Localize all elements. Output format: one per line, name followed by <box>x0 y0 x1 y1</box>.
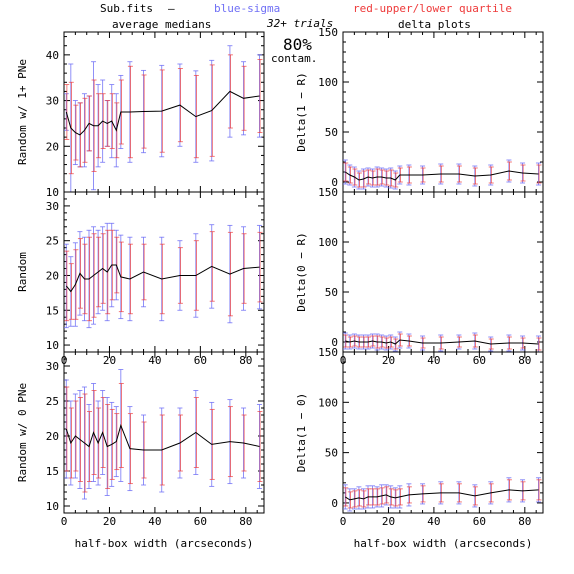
x-tick-label: 60 <box>194 354 207 367</box>
y-tick-label: 20 <box>46 430 59 443</box>
plot-area <box>64 222 263 329</box>
y-axis-label: Delta(1 − R) <box>295 72 308 151</box>
y-tick-label: 0 <box>331 176 338 189</box>
panel-left-bottom: 0 20 40 60 80 10 15 20 25 30 Random w/ 0 PNe <box>16 351 265 528</box>
x-tick-label: 40 <box>148 354 161 367</box>
x-axis-label-left: half-box width (arcseconds) <box>75 537 254 550</box>
file-name-label: Sub.fits <box>100 2 153 15</box>
y-tick-label: 15 <box>46 304 59 317</box>
y-tick-label: 10 <box>46 186 59 199</box>
x-tick-label: 40 <box>427 515 440 528</box>
plot-area <box>343 477 542 512</box>
x-tick-label: 80 <box>239 354 252 367</box>
plot-area <box>64 45 263 192</box>
x-tick-label: 20 <box>382 515 395 528</box>
x-tick-label: 0 <box>340 515 347 528</box>
plot-area <box>64 369 263 500</box>
y-tick-label: 30 <box>46 95 59 108</box>
y-axis-label: Delta(0 − R) <box>295 232 308 311</box>
y-axis-label: Random <box>16 252 29 292</box>
median-line <box>345 170 539 181</box>
median-line <box>65 423 260 451</box>
blue-sigma-legend: blue-sigma <box>214 2 280 15</box>
plot-area <box>343 159 542 190</box>
x-tick-label: 60 <box>473 515 486 528</box>
y-axis-label: Random w/ 1+ PNe <box>16 59 29 165</box>
y-tick-label: 30 <box>46 200 59 213</box>
y-axis-label: Delta(1 − 0) <box>295 393 308 472</box>
y-tick-label: 15 <box>46 465 59 478</box>
panel-frame <box>342 31 544 193</box>
x-tick-label: 20 <box>103 515 116 528</box>
average-medians-title: average medians <box>112 18 211 31</box>
x-tick-label: 60 <box>194 515 207 528</box>
x-tick-label: 0 <box>61 515 68 528</box>
y-tick-label: 10 <box>46 339 59 352</box>
x-tick-label: 40 <box>148 515 161 528</box>
x-tick-label: 40 <box>427 354 440 367</box>
y-tick-label: 40 <box>46 49 59 62</box>
x-axis-titles: half-box width (arcseconds) half-box wid… <box>75 537 533 550</box>
panel-right-top: 0 50 100 150 Delta(1 − R) <box>295 26 544 193</box>
x-tick-label: 80 <box>518 515 531 528</box>
median-line <box>65 264 260 293</box>
x-axis-label-right: half-box width (arcseconds) <box>354 537 533 550</box>
red-quartile-legend: red-upper/lower quartile <box>353 2 512 15</box>
y-tick-label: 50 <box>325 447 338 460</box>
x-tick-label: 80 <box>239 515 252 528</box>
median-line <box>345 339 539 345</box>
y-tick-label: 50 <box>325 126 338 139</box>
figure-header: Sub.fits — blue-sigma red-upper/lower qu… <box>100 2 512 65</box>
x-tick-label: 60 <box>473 354 486 367</box>
panel-right-bottom: 0 20 40 60 80 0 50 100 150 Delta(1 − 0) <box>295 346 544 528</box>
y-tick-label: 20 <box>46 140 59 153</box>
y-axis-label: Random w/ 0 PNe <box>16 383 29 482</box>
y-tick-label: 0 <box>331 336 338 349</box>
delta-plots-title: delta plots <box>398 18 471 31</box>
y-tick-label: 150 <box>318 186 338 199</box>
y-tick-label: 30 <box>46 360 59 373</box>
plot-area <box>343 331 542 352</box>
y-tick-label: 10 <box>46 500 59 513</box>
header-dash: — <box>168 2 175 15</box>
y-tick-label: 100 <box>318 396 338 409</box>
panel-frame <box>342 191 544 353</box>
y-tick-label: 100 <box>318 236 338 249</box>
contamination-word: contam. <box>271 52 317 65</box>
x-tick-label: 20 <box>382 354 395 367</box>
x-tick-label: 20 <box>103 354 116 367</box>
y-tick-label: 100 <box>318 76 338 89</box>
contamination-percent: 80% <box>283 35 312 54</box>
panel-left-top: 10 20 30 40 Random w/ 1+ PNe <box>16 31 265 199</box>
y-tick-label: 25 <box>46 395 59 408</box>
y-tick-label: 0 <box>331 497 338 510</box>
y-tick-label: 150 <box>318 26 338 39</box>
y-tick-label: 20 <box>46 269 59 282</box>
y-tick-label: 150 <box>318 346 338 359</box>
y-tick-label: 50 <box>325 286 338 299</box>
median-line <box>345 489 539 501</box>
y-tick-label: 25 <box>46 235 59 248</box>
median-line <box>65 90 260 136</box>
panel-frame <box>63 351 265 514</box>
trials-label: 32+ trials <box>266 17 333 30</box>
x-tick-label: 80 <box>518 354 531 367</box>
